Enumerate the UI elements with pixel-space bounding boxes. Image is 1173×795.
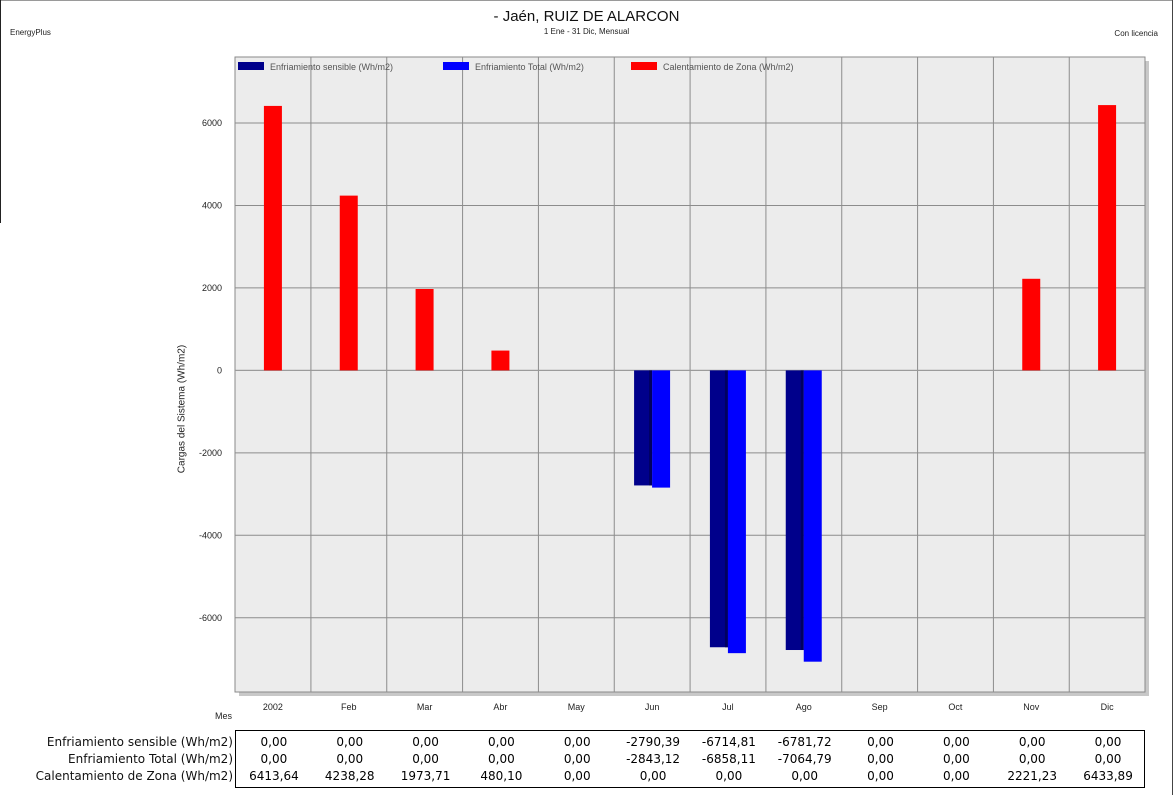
bar-enfriamiento-sensible — [634, 370, 653, 486]
chart-canvas: 6000 4000 2000 0 -2000 -4000 -6000 2002 Feb Mar Ab… — [199, 56, 1149, 712]
legend-swatch — [443, 62, 469, 70]
x-tick-label: 2002 — [263, 702, 283, 712]
x-axis-label: Mes — [215, 711, 233, 721]
legend-swatch — [631, 62, 657, 70]
window-top-border — [0, 0, 1173, 1]
y-tick-label: -6000 — [199, 613, 222, 623]
bar-calentamiento-zona — [1098, 105, 1117, 371]
bar-calentamiento-zona — [339, 195, 358, 371]
bar-enfriamiento-sensible — [785, 370, 804, 651]
table-cell: 1973,71 — [400, 769, 451, 783]
table-cell: 0,00 — [791, 769, 819, 783]
table-cell: 0,00 — [943, 735, 970, 749]
table-cell: 4238,28 — [324, 769, 375, 783]
license-label: Con licencia — [1114, 29, 1158, 38]
data-table: 0,00 0,00 0,00 0,00 0,00 -2790,39 -6714,… — [235, 730, 1145, 788]
table-cell: 0,00 — [563, 735, 591, 749]
table-cell: 0,00 — [260, 735, 288, 749]
table-cell: 0,00 — [715, 769, 743, 783]
bar-enfriamiento-total — [727, 370, 746, 654]
y-tick-label: 2000 — [202, 283, 222, 293]
chart-title: - Jaén, RUIZ DE ALARCON — [493, 8, 680, 25]
bar-side-shade — [800, 370, 804, 651]
bar-calentamiento-zona — [415, 288, 434, 371]
window-left-border — [0, 0, 1, 223]
x-tick-label: Jul — [722, 702, 734, 712]
table-row: 0,00 0,00 0,00 0,00 0,00 -2843,12 -6858,… — [236, 751, 1146, 767]
table-cell: 0,00 — [943, 752, 970, 766]
bar-enfriamiento-sensible — [709, 370, 728, 648]
table-cell: -6858,11 — [701, 752, 756, 766]
table-cell: 0,00 — [867, 769, 894, 783]
table-cell: 0,00 — [639, 769, 667, 783]
table-cell: -2790,39 — [626, 735, 681, 749]
table-cell: 0,00 — [867, 752, 894, 766]
table-cell: 0,00 — [412, 752, 439, 766]
table-cell: 0,00 — [488, 752, 515, 766]
table-cell: 0,00 — [1094, 752, 1122, 766]
y-axis-label: Cargas del Sistema (Wh/m2) — [176, 344, 188, 474]
app-label: EnergyPlus — [10, 28, 51, 37]
table-cell: 2221,23 — [1007, 769, 1057, 783]
legend-label: Calentamiento de Zona (Wh/m2) — [663, 62, 794, 72]
legend-label: Enfriamiento Total (Wh/m2) — [475, 62, 584, 72]
table-row: 0,00 0,00 0,00 0,00 0,00 -2790,39 -6714,… — [236, 734, 1146, 750]
x-tick-label: Oct — [948, 702, 963, 712]
bar-enfriamiento-total — [803, 370, 822, 662]
row-label-sensible: Enfriamiento sensible (Wh/m2) — [46, 735, 233, 749]
table-cell: 0,00 — [336, 752, 364, 766]
table-cell: 480,10 — [480, 769, 523, 783]
table-cell: 0,00 — [1018, 735, 1046, 749]
table-cell: 0,00 — [563, 752, 591, 766]
table-cell: 6413,64 — [249, 769, 299, 783]
table-cell: -2843,12 — [626, 752, 681, 766]
y-tick-label: 0 — [217, 365, 222, 375]
table-cell: -6714,81 — [701, 735, 756, 749]
legend-swatch — [238, 62, 264, 70]
bar-side-shade — [649, 370, 653, 486]
x-tick-label: Abr — [493, 702, 507, 712]
x-tick-label: Dic — [1101, 702, 1114, 712]
bar-calentamiento-zona — [491, 350, 510, 371]
y-tick-label: -2000 — [199, 448, 222, 458]
x-tick-label: Ago — [796, 702, 812, 712]
table-cell: 0,00 — [1018, 752, 1046, 766]
table-cell: 0,00 — [1094, 735, 1122, 749]
y-tick-label: -4000 — [199, 530, 222, 540]
x-tick-label: Feb — [341, 702, 357, 712]
table-cell: 0,00 — [563, 769, 591, 783]
table-cell: 6433,89 — [1083, 769, 1133, 783]
table-cell: 0,00 — [412, 735, 439, 749]
bar-enfriamiento-total — [652, 370, 671, 488]
bar-calentamiento-zona — [1022, 278, 1041, 371]
table-cell: 0,00 — [336, 735, 364, 749]
table-cell: -6781,72 — [777, 735, 832, 749]
table-row: 6413,64 4238,28 1973,71 480,10 0,00 0,00… — [236, 768, 1146, 784]
y-tick-label: 6000 — [202, 118, 222, 128]
y-tick-label: 4000 — [202, 200, 222, 210]
row-label-total: Enfriamiento Total (Wh/m2) — [68, 752, 233, 766]
x-tick-label: Mar — [417, 702, 433, 712]
x-tick-label: Nov — [1023, 702, 1040, 712]
chart-subtitle: 1 Ene - 31 Dic, Mensual — [543, 27, 630, 36]
x-tick-label: Sep — [872, 702, 888, 712]
bar-calentamiento-zona — [263, 105, 282, 371]
legend-label: Enfriamiento sensible (Wh/m2) — [270, 62, 393, 72]
x-tick-label: Jun — [645, 702, 660, 712]
table-cell: -7064,79 — [777, 752, 832, 766]
table-cell: 0,00 — [867, 735, 894, 749]
table-cell: 0,00 — [260, 752, 288, 766]
bar-side-shade — [724, 370, 728, 648]
table-cell: 0,00 — [943, 769, 970, 783]
table-cell: 0,00 — [488, 735, 515, 749]
x-tick-label: May — [568, 702, 586, 712]
row-label-zona: Calentamiento de Zona (Wh/m2) — [35, 769, 233, 783]
